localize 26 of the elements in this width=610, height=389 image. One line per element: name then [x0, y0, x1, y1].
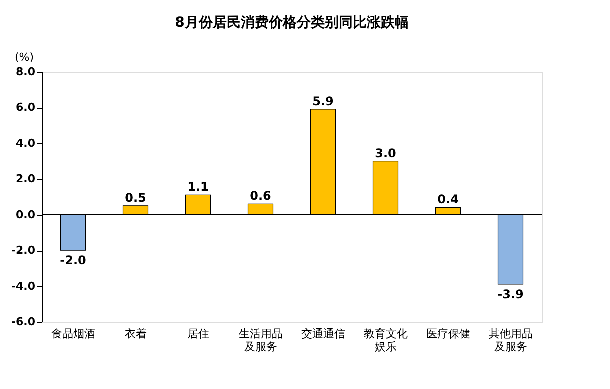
- x-tick-label: 交通通信: [301, 328, 346, 340]
- x-tick-label: 教育文化娱乐: [364, 328, 408, 354]
- x-tick-label: 其他用品及服务: [488, 328, 533, 354]
- x-tick-label: 居住: [187, 328, 210, 340]
- x-tick-label: 医疗保健: [426, 328, 470, 340]
- x-tick-label: 生活用品及服务: [238, 328, 283, 354]
- chart-title: 8月份居民消费价格分类别同比涨跌幅: [175, 15, 409, 31]
- data-label: 1.1: [188, 180, 209, 194]
- y-tick-label: -6.0: [11, 316, 36, 328]
- x-tick-label: 食品烟酒: [51, 328, 96, 340]
- x-tick-label: 衣着: [124, 328, 147, 340]
- y-tick-label: 6.0: [16, 101, 36, 114]
- data-label: 3.0: [375, 146, 396, 160]
- data-label: -2.0: [60, 254, 86, 268]
- data-label: 0.5: [125, 190, 146, 205]
- y-axis-title: (%): [14, 51, 34, 64]
- data-label: 0.6: [250, 189, 272, 204]
- data-label: 0.4: [438, 192, 459, 207]
- y-tick-label: 2.0: [16, 172, 36, 186]
- data-label: 5.9: [312, 94, 334, 108]
- y-tick-label: 4.0: [16, 136, 36, 150]
- data-label: -3.9: [498, 288, 524, 302]
- y-tick-label: -2.0: [11, 244, 36, 258]
- y-tick-label: 8.0: [16, 66, 36, 78]
- y-tick-label: 0.0: [16, 208, 36, 222]
- y-tick-label: -4.0: [11, 280, 36, 293]
